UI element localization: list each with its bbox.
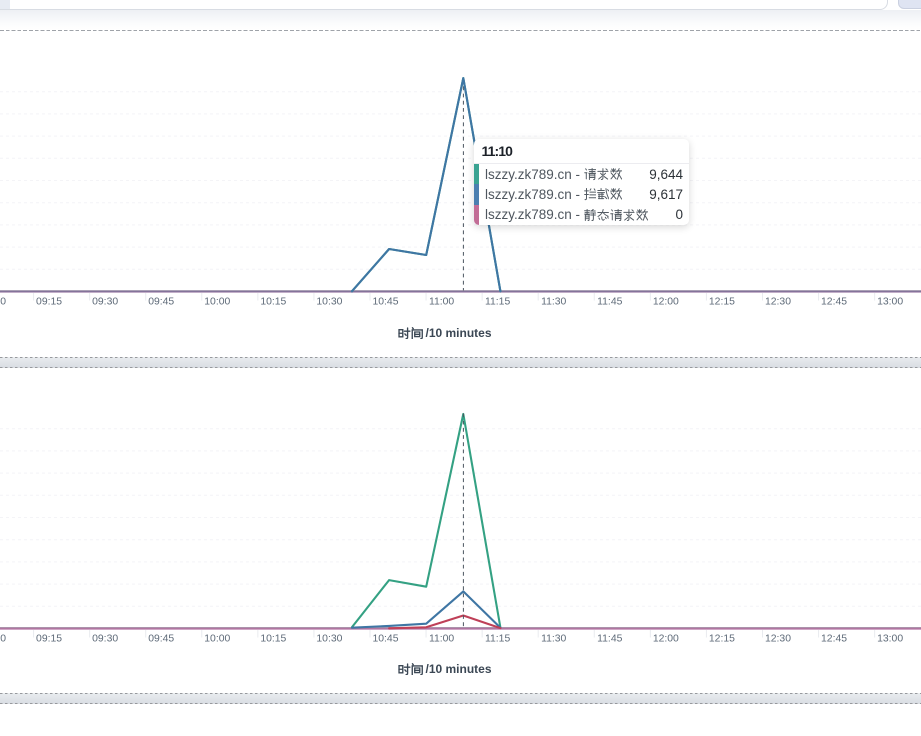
svg-text:11:00: 11:00 (429, 297, 454, 308)
svg-text:13:00: 13:00 (877, 297, 903, 308)
svg-text:11:15: 11:15 (485, 297, 510, 308)
svg-text:11:30: 11:30 (541, 297, 566, 308)
svg-text:09:45: 09:45 (148, 634, 174, 645)
svg-text:12:00: 12:00 (653, 634, 679, 645)
svg-text:09:15: 09:15 (36, 297, 62, 308)
svg-text:10:15: 10:15 (260, 634, 286, 645)
svg-text:10:30: 10:30 (316, 297, 342, 308)
svg-text:10:00: 10:00 (204, 634, 230, 645)
svg-text:12:15: 12:15 (709, 297, 735, 308)
svg-text:12:45: 12:45 (821, 634, 847, 645)
svg-text:10:45: 10:45 (372, 634, 398, 645)
svg-text:10:00: 10:00 (204, 297, 230, 308)
svg-text:11:00: 11:00 (429, 634, 454, 645)
svg-text:12:45: 12:45 (821, 297, 847, 308)
svg-text:10:45: 10:45 (372, 297, 398, 308)
svg-text:09:00: 09:00 (0, 634, 6, 645)
svg-text:09:45: 09:45 (148, 297, 174, 308)
svg-text:09:15: 09:15 (36, 634, 62, 645)
svg-text:13:00: 13:00 (877, 634, 903, 645)
svg-text:09:30: 09:30 (92, 297, 118, 308)
svg-text:12:15: 12:15 (709, 634, 735, 645)
svg-text:11:30: 11:30 (541, 634, 566, 645)
svg-text:12:30: 12:30 (765, 634, 791, 645)
svg-text:11:15: 11:15 (485, 634, 510, 645)
svg-text:09:00: 09:00 (0, 297, 6, 308)
svg-text:10:30: 10:30 (316, 634, 342, 645)
svg-text:11:45: 11:45 (597, 634, 622, 645)
svg-text:12:30: 12:30 (765, 297, 791, 308)
svg-text:11:45: 11:45 (597, 297, 622, 308)
svg-text:10:15: 10:15 (260, 297, 286, 308)
svg-text:12:00: 12:00 (653, 297, 679, 308)
svg-text:09:30: 09:30 (92, 634, 118, 645)
